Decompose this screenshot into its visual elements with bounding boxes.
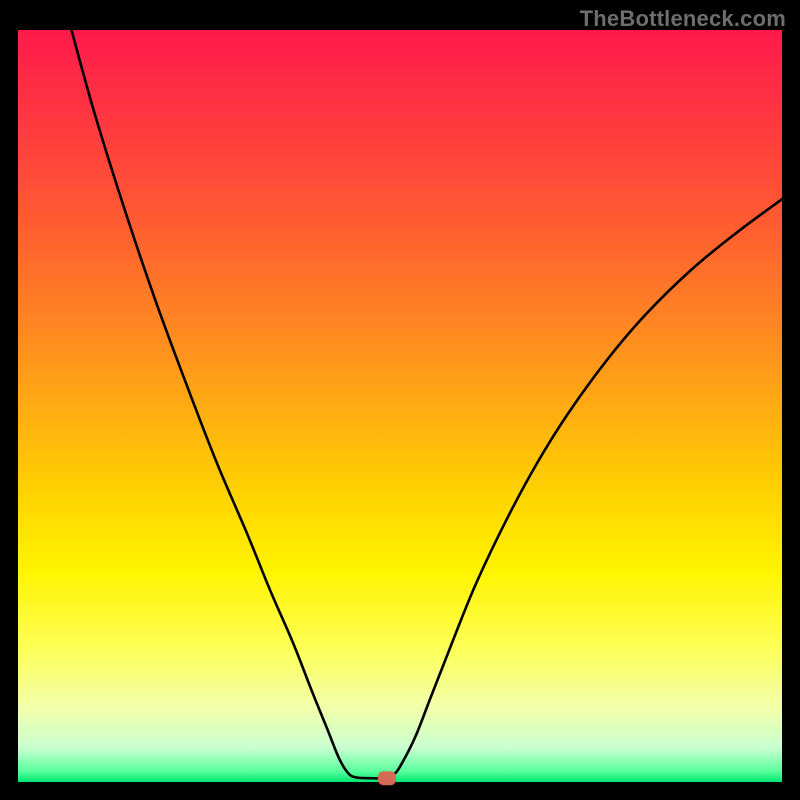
plot-background <box>18 30 782 782</box>
watermark-text: TheBottleneck.com <box>580 6 786 32</box>
bottleneck-chart <box>0 0 800 800</box>
optimum-marker <box>379 772 396 785</box>
figure-frame: TheBottleneck.com <box>0 0 800 800</box>
